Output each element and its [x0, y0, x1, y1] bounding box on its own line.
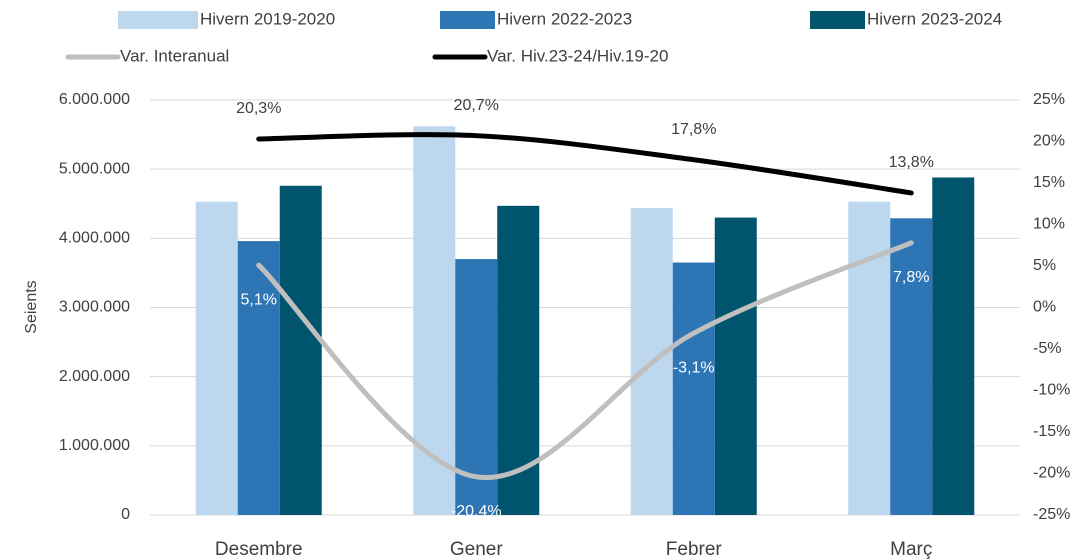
data-label: 20,7% — [454, 97, 499, 114]
legend-swatch — [118, 11, 198, 29]
y2-tick-label: -25% — [1033, 506, 1070, 523]
y2-tick-label: 25% — [1033, 91, 1065, 108]
legend-label: Hivern 2019-2020 — [200, 9, 335, 28]
y2-tick-label: -10% — [1033, 382, 1070, 399]
bar — [413, 126, 456, 516]
data-label: 20,3% — [236, 100, 281, 117]
legend-swatch — [440, 11, 495, 29]
bar — [237, 241, 280, 515]
y-tick-label: 4.000.000 — [59, 230, 130, 247]
y2-tick-label: 15% — [1033, 174, 1065, 191]
y2-tick-label: 0% — [1033, 299, 1056, 316]
legend-label: Hivern 2022-2023 — [497, 9, 632, 28]
y-tick-label: 6.000.000 — [59, 91, 130, 108]
data-label: 13,8% — [889, 154, 934, 171]
bar — [714, 217, 757, 516]
x-tick-label: Febrer — [666, 539, 723, 560]
y-tick-label: 0 — [121, 506, 130, 523]
bar — [890, 218, 933, 515]
bar — [279, 185, 322, 515]
bar — [932, 177, 975, 515]
y-tick-label: 3.000.000 — [59, 299, 130, 316]
legend-label: Var. Hiv.23-24/Hiv.19-20 — [487, 46, 668, 65]
x-tick-label: Desembre — [215, 539, 303, 560]
bar — [195, 201, 238, 516]
y2-tick-label: 5% — [1033, 257, 1056, 274]
data-label: 7,8% — [893, 269, 929, 286]
bar — [672, 262, 715, 515]
y-tick-label: 5.000.000 — [59, 160, 130, 177]
bar — [848, 201, 891, 516]
y-tick-label: 2.000.000 — [59, 368, 130, 385]
legend-label: Var. Interanual — [120, 46, 229, 65]
y2-tick-label: 10% — [1033, 216, 1065, 233]
line — [256, 132, 914, 196]
y2-tick-label: 20% — [1033, 133, 1065, 150]
y2-tick-label: -15% — [1033, 423, 1070, 440]
legend-label: Hivern 2023-2024 — [867, 9, 1002, 28]
x-tick-label: Març — [890, 539, 932, 560]
data-label: -20,4% — [451, 503, 502, 520]
x-tick-label: Gener — [450, 539, 503, 560]
y2-tick-label: -5% — [1033, 340, 1061, 357]
data-label: -3,1% — [673, 359, 715, 376]
y-axis-title: Seients — [23, 280, 40, 333]
data-label: 5,1% — [241, 291, 277, 308]
data-label: 17,8% — [671, 121, 716, 138]
y-tick-label: 1.000.000 — [59, 437, 130, 454]
y2-tick-label: -20% — [1033, 465, 1070, 482]
line — [256, 240, 914, 481]
legend-swatch — [810, 11, 865, 29]
